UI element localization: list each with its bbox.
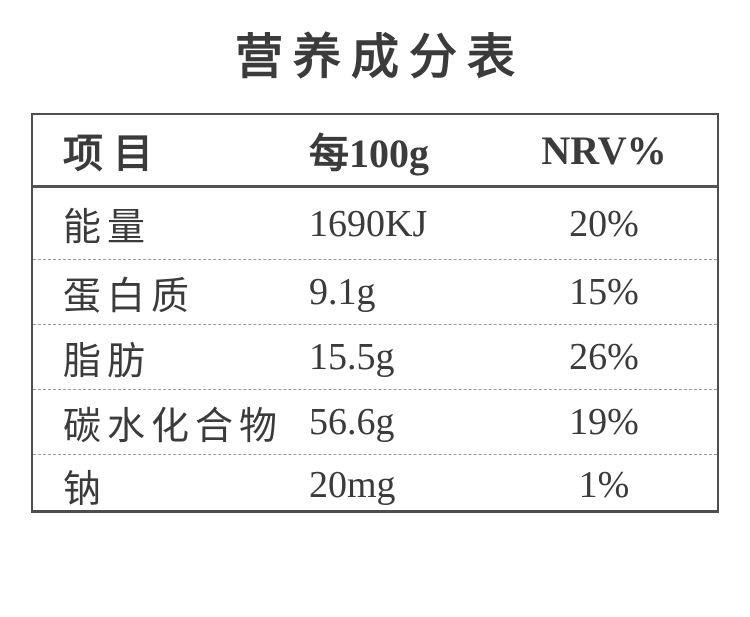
table-row-carbohydrate: 碳水化合物 56.6g 19% xyxy=(33,389,717,454)
table-row-energy: 能量 1690KJ 20% xyxy=(33,188,717,259)
table-row-protein: 蛋白质 9.1g 15% xyxy=(33,259,717,324)
cell-per100g: 9.1g xyxy=(309,271,376,313)
cell-item: 蛋白质 xyxy=(63,275,196,318)
table-header-row: 项目 每100g NRV% xyxy=(33,115,717,188)
table-row-fat: 脂肪 15.5g 26% xyxy=(33,324,717,389)
cell-nrv: 26% xyxy=(569,336,639,378)
cell-nrv: 20% xyxy=(569,202,639,245)
cell-item: 能量 xyxy=(63,207,152,249)
header-item: 项目 xyxy=(63,131,163,176)
cell-nrv: 15% xyxy=(569,271,639,313)
cell-per100g: 20mg xyxy=(309,464,396,506)
cell-item: 碳水化合物 xyxy=(63,405,284,448)
header-per100g: 每100g xyxy=(309,131,429,176)
cell-per100g: 1690KJ xyxy=(309,202,428,245)
cell-nrv: 1% xyxy=(578,464,630,506)
cell-per100g: 56.6g xyxy=(309,401,395,443)
nutrition-table: 项目 每100g NRV% 能量 1690KJ 20% 蛋白质 9.1g 15%… xyxy=(31,113,719,513)
cell-per100g: 15.5g xyxy=(309,336,395,378)
table-row-sodium: 钠 20mg 1% xyxy=(33,454,717,515)
cell-item: 脂肪 xyxy=(63,340,152,383)
header-nrv: NRV% xyxy=(541,127,667,173)
cell-nrv: 19% xyxy=(569,401,639,443)
page-title: 营养成分表 xyxy=(234,31,525,84)
cell-item: 钠 xyxy=(63,468,108,511)
